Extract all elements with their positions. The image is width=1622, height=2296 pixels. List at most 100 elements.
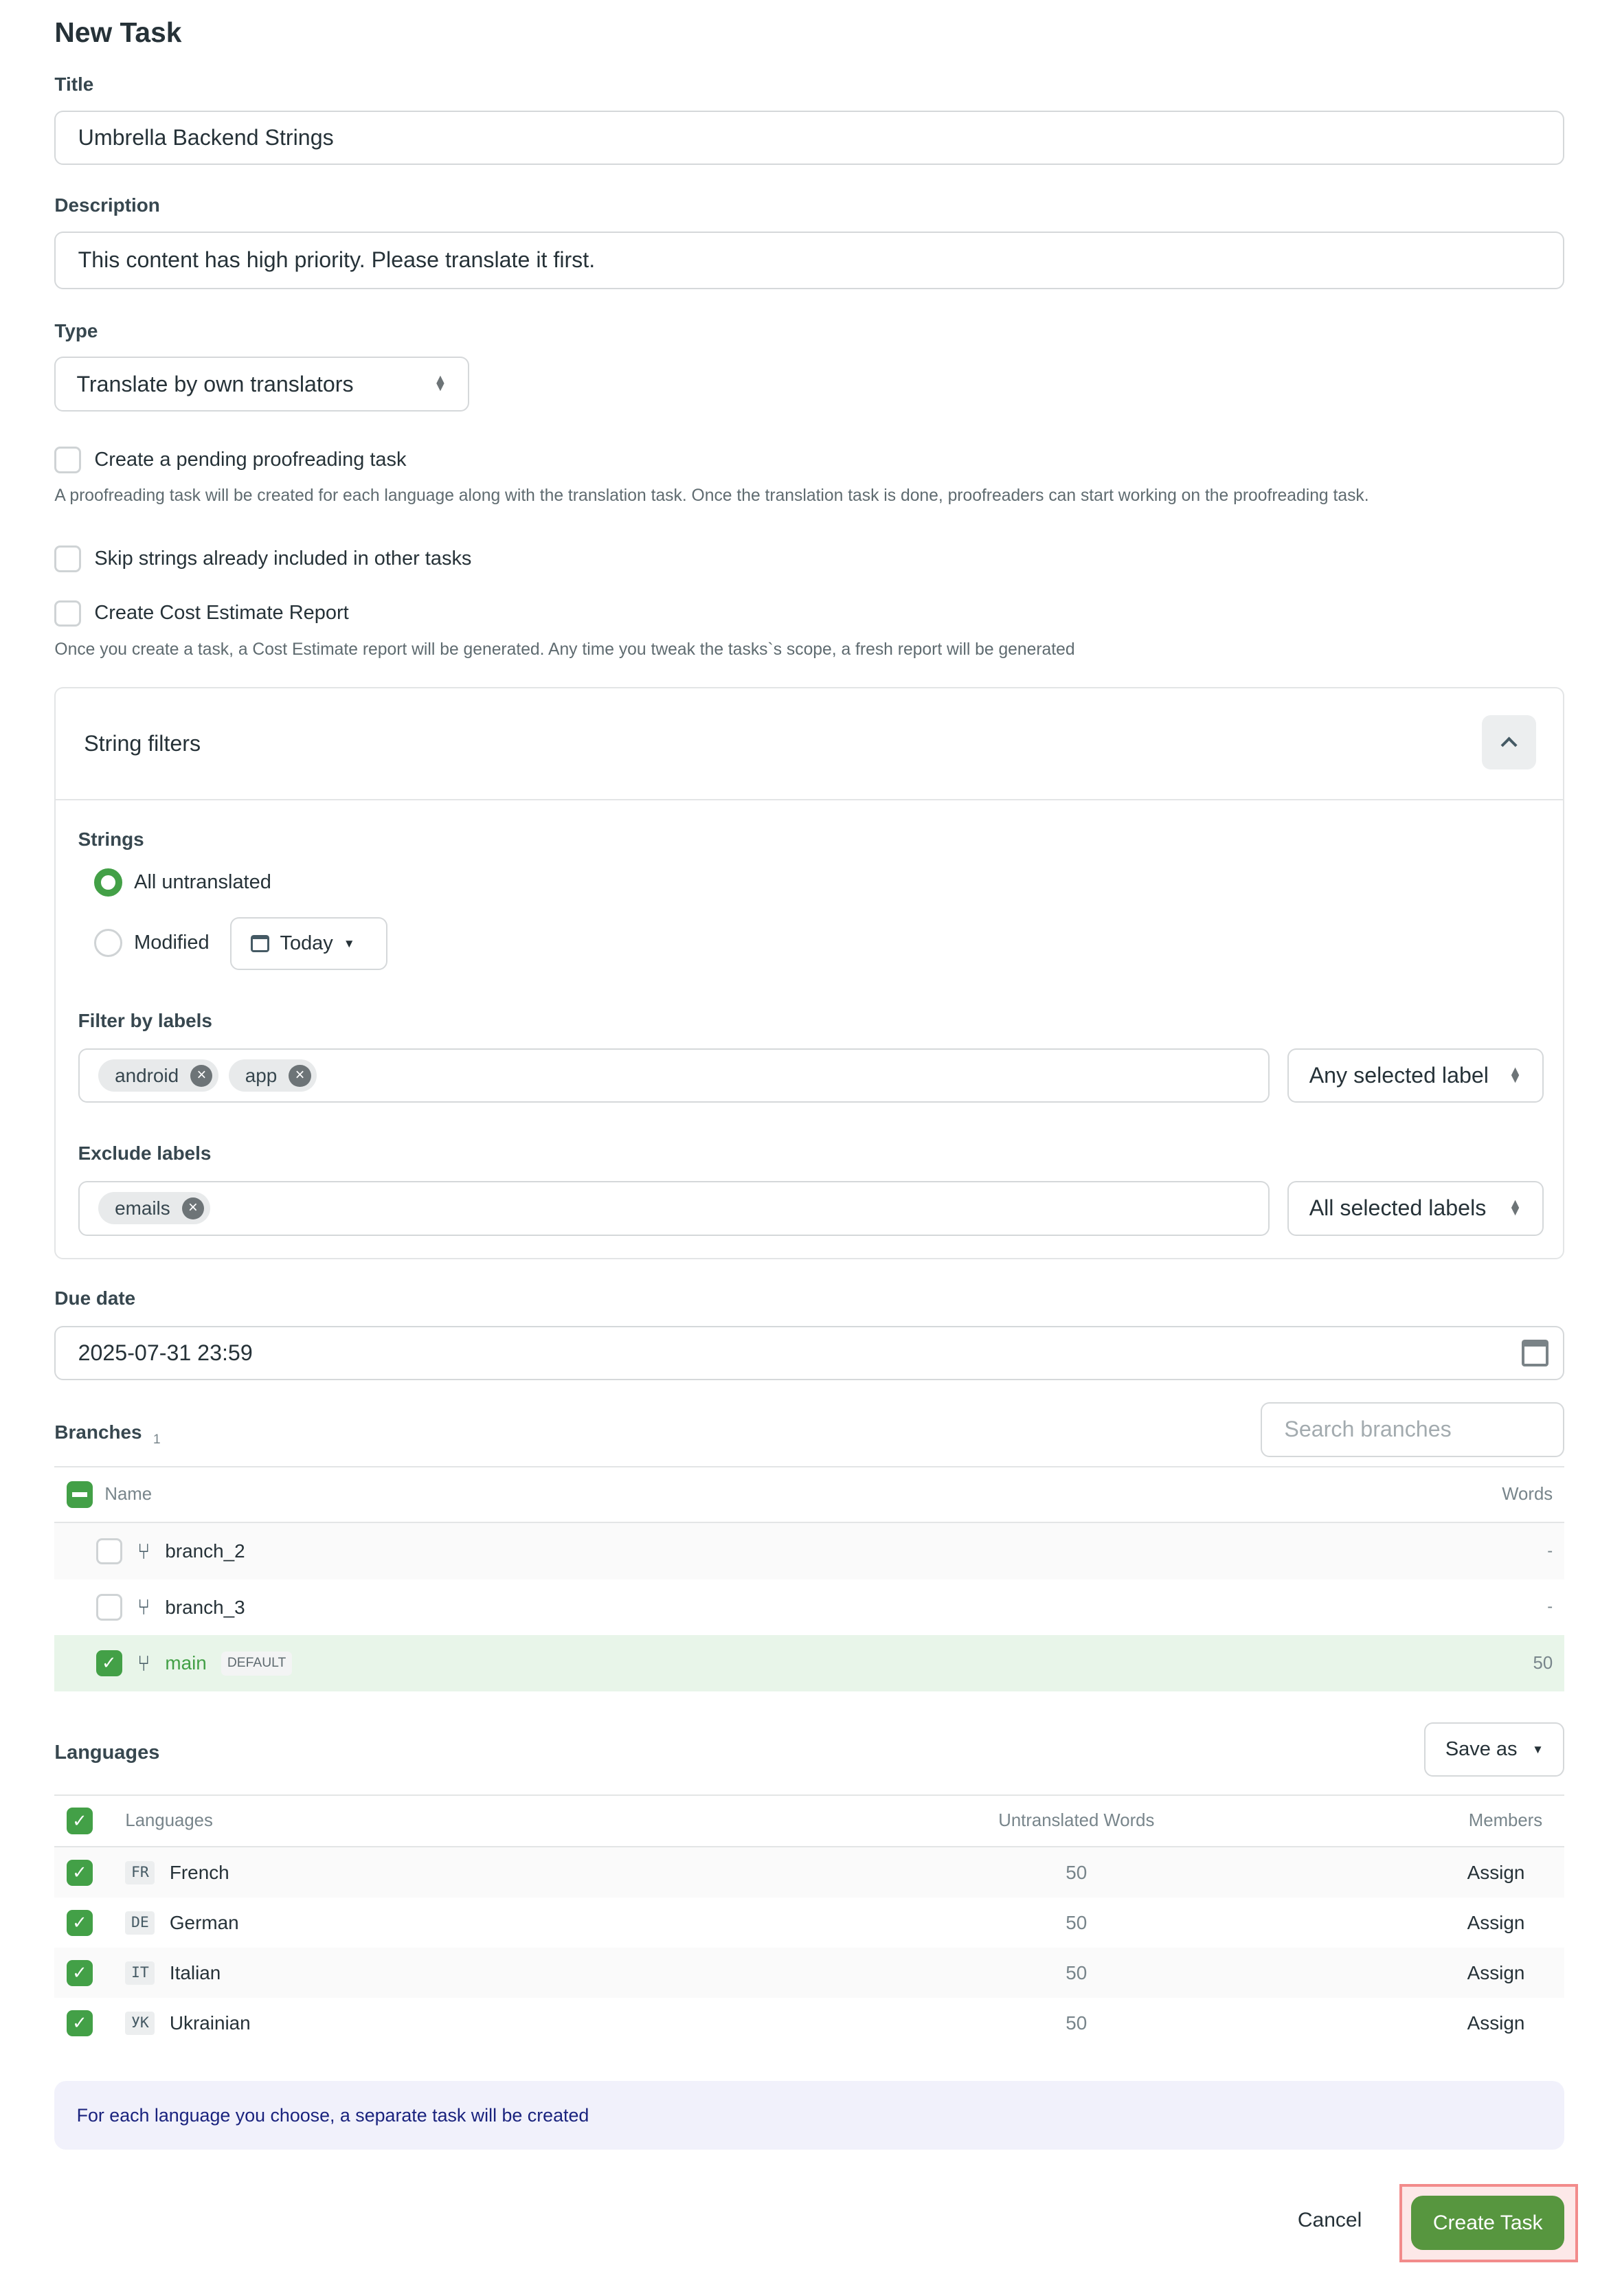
title-label: Title bbox=[54, 74, 94, 95]
checkbox-checked[interactable]: ✓ bbox=[66, 2010, 93, 2037]
checkbox-checked[interactable]: ✓ bbox=[66, 1859, 93, 1887]
divider bbox=[54, 1522, 1565, 1524]
branch-row[interactable]: ⑂ branch_3 - bbox=[54, 1579, 1564, 1636]
branches-title: Branches bbox=[54, 1421, 142, 1443]
git-branch-icon: ⑂ bbox=[137, 1538, 150, 1564]
git-branch-icon: ⑂ bbox=[137, 1650, 150, 1676]
caret-down-icon: ▼ bbox=[1531, 1742, 1544, 1757]
languages-label: Languages bbox=[54, 1741, 160, 1764]
due-date-label: Due date bbox=[54, 1287, 136, 1309]
filter-mode-value: Any selected label bbox=[1309, 1063, 1489, 1088]
select-all-branches-checkbox[interactable] bbox=[66, 1481, 93, 1508]
sort-arrows-icon: ▲ ▼ bbox=[1508, 1063, 1522, 1086]
assign-link[interactable]: Assign bbox=[1467, 2012, 1525, 2034]
exclude-labels-label: Exclude labels bbox=[78, 1143, 212, 1164]
language-name: Ukrainian bbox=[169, 2012, 251, 2034]
branch-row[interactable]: ⑂ branch_2 - bbox=[54, 1523, 1565, 1579]
col-languages: Languages bbox=[125, 1811, 213, 1831]
tag-text: emails bbox=[115, 1197, 170, 1219]
type-label: Type bbox=[54, 319, 98, 341]
sort-arrows-icon: ▲ ▼ bbox=[1508, 1197, 1522, 1219]
checkbox[interactable] bbox=[95, 1538, 123, 1565]
save-as-dropdown[interactable]: Save as ▼ bbox=[1424, 1722, 1565, 1777]
checkbox-label: Skip strings already included in other t… bbox=[94, 547, 472, 570]
divider bbox=[54, 1794, 1565, 1797]
checkbox-label: Create Cost Estimate Report bbox=[94, 602, 349, 624]
remove-tag-icon[interactable]: × bbox=[190, 1064, 213, 1087]
string-filters-title: String filters bbox=[84, 731, 201, 756]
assign-link[interactable]: Assign bbox=[1467, 1961, 1525, 1983]
git-branch-icon: ⑂ bbox=[137, 1595, 150, 1620]
default-badge: DEFAULT bbox=[221, 1651, 292, 1676]
description-textarea[interactable]: This content has high priority. Please t… bbox=[54, 231, 1565, 289]
chevron-up-icon bbox=[1500, 736, 1518, 754]
branch-words: - bbox=[1547, 1542, 1553, 1560]
radio-all-untranslated[interactable]: All untranslated bbox=[94, 868, 271, 897]
col-name: Name bbox=[104, 1484, 153, 1504]
checkbox[interactable] bbox=[54, 600, 82, 627]
label-tag-android: android × bbox=[98, 1059, 219, 1092]
language-code: УК bbox=[125, 2012, 155, 2035]
period-value: Today bbox=[280, 932, 333, 955]
due-date-value: 2025-07-31 23:59 bbox=[78, 1340, 253, 1365]
divider bbox=[56, 799, 1564, 801]
exclude-mode-value: All selected labels bbox=[1309, 1195, 1487, 1221]
proofreading-help: A proofreading task will be created for … bbox=[54, 486, 1369, 506]
cancel-button[interactable]: Cancel bbox=[1297, 2209, 1362, 2232]
language-row[interactable]: ✓ FR French 50 Assign bbox=[54, 1847, 1565, 1898]
untranslated-words: 50 bbox=[1066, 1961, 1088, 1983]
save-as-label: Save as bbox=[1445, 1738, 1518, 1761]
exclude-mode-select[interactable]: All selected labels ▲ ▼ bbox=[1287, 1181, 1544, 1236]
branch-name: branch_3 bbox=[165, 1596, 245, 1618]
checkbox[interactable] bbox=[54, 447, 82, 473]
radio-label: All untranslated bbox=[134, 870, 271, 893]
language-row[interactable]: ✓ DE German 50 Assign bbox=[54, 1898, 1564, 1948]
assign-link[interactable]: Assign bbox=[1467, 1861, 1525, 1883]
tag-text: app bbox=[245, 1064, 278, 1086]
page-title: New Task bbox=[54, 16, 182, 48]
calendar-icon[interactable] bbox=[1522, 1340, 1548, 1366]
info-banner: For each language you choose, a separate… bbox=[54, 2080, 1565, 2150]
branch-row-selected[interactable]: ✓ ⑂ main DEFAULT 50 bbox=[54, 1635, 1565, 1691]
create-task-button[interactable]: Create Task bbox=[1411, 2195, 1565, 2251]
search-branches-input[interactable]: Search branches bbox=[1261, 1402, 1565, 1457]
type-select[interactable]: Translate by own translators ▲ ▼ bbox=[54, 357, 469, 412]
description-label: Description bbox=[54, 194, 160, 216]
col-untranslated: Untranslated Words bbox=[998, 1811, 1155, 1831]
due-date-input[interactable]: 2025-07-31 23:59 bbox=[54, 1325, 1565, 1381]
radio-unselected[interactable] bbox=[94, 929, 122, 957]
assign-link[interactable]: Assign bbox=[1467, 1911, 1525, 1933]
proofreading-checkbox[interactable]: Create a pending proofreading task bbox=[54, 447, 407, 473]
checkbox[interactable] bbox=[95, 1594, 123, 1621]
strings-label: Strings bbox=[78, 829, 144, 851]
language-row[interactable]: ✓ IT Italian 50 Assign bbox=[54, 1948, 1565, 1999]
collapse-button[interactable] bbox=[1481, 714, 1537, 770]
label-tag-emails: emails × bbox=[98, 1192, 210, 1225]
branch-name: branch_2 bbox=[165, 1540, 245, 1562]
cost-estimate-checkbox[interactable]: Create Cost Estimate Report bbox=[54, 600, 349, 627]
label-tag-app: app × bbox=[229, 1059, 317, 1092]
language-code: FR bbox=[125, 1861, 155, 1884]
radio-modified[interactable]: Modified bbox=[94, 929, 210, 957]
filter-mode-select[interactable]: Any selected label ▲ ▼ bbox=[1287, 1048, 1544, 1103]
select-all-languages-checkbox[interactable]: ✓ bbox=[66, 1808, 93, 1835]
checkbox-checked[interactable]: ✓ bbox=[95, 1650, 123, 1677]
checkbox[interactable] bbox=[54, 545, 82, 572]
col-words: Words bbox=[1502, 1484, 1553, 1504]
radio-selected[interactable] bbox=[94, 868, 122, 897]
modified-period-dropdown[interactable]: Today ▼ bbox=[229, 916, 388, 971]
checkbox-checked[interactable]: ✓ bbox=[66, 1959, 93, 1987]
title-input[interactable]: Umbrella Backend Strings bbox=[54, 110, 1565, 166]
untranslated-words: 50 bbox=[1066, 2012, 1088, 2034]
divider bbox=[54, 1846, 1565, 1848]
skip-strings-checkbox[interactable]: Skip strings already included in other t… bbox=[54, 545, 471, 572]
filter-labels-input[interactable]: android × app × bbox=[78, 1048, 1270, 1103]
remove-tag-icon[interactable]: × bbox=[289, 1064, 311, 1087]
branch-words: - bbox=[1547, 1598, 1553, 1617]
calendar-icon bbox=[250, 934, 270, 953]
checkbox-checked[interactable]: ✓ bbox=[66, 1909, 93, 1937]
exclude-labels-input[interactable]: emails × bbox=[78, 1181, 1270, 1236]
language-row[interactable]: ✓ УК Ukrainian 50 Assign bbox=[54, 1998, 1564, 2048]
remove-tag-icon[interactable]: × bbox=[181, 1197, 205, 1219]
divider bbox=[54, 1465, 1565, 1467]
